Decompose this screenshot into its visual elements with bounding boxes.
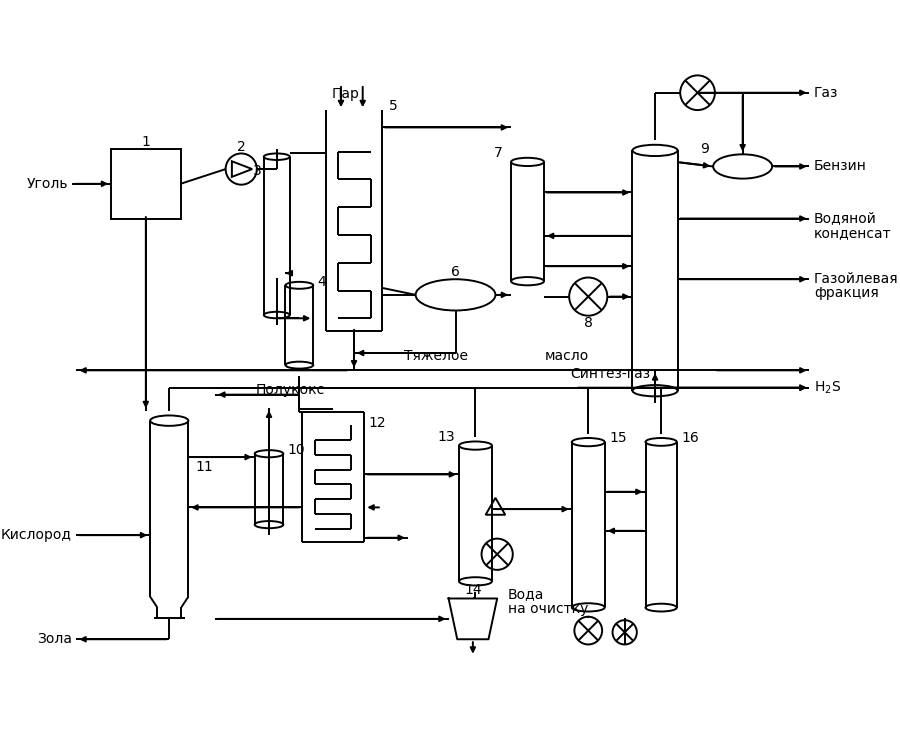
- Text: Газойлевая: Газойлевая: [814, 272, 898, 286]
- Text: Газ: Газ: [814, 86, 838, 100]
- Text: фракция: фракция: [814, 286, 878, 300]
- Text: 12: 12: [369, 416, 386, 431]
- Text: 6: 6: [451, 265, 460, 279]
- Text: Зола: Зола: [37, 633, 72, 646]
- Text: Уголь: Уголь: [26, 177, 68, 191]
- Text: 4: 4: [318, 275, 327, 289]
- Text: масло: масло: [544, 349, 589, 364]
- Bar: [111, 149, 181, 218]
- Text: 14: 14: [464, 583, 482, 597]
- Text: Пар: Пар: [331, 87, 359, 101]
- Text: конденсат: конденсат: [814, 226, 891, 241]
- Text: Полукокс: Полукокс: [256, 383, 325, 397]
- Text: Синтез-газ: Синтез-газ: [570, 367, 650, 381]
- Text: на очистку: на очистку: [508, 602, 588, 616]
- Text: 5: 5: [389, 99, 398, 112]
- Text: Вода: Вода: [508, 587, 544, 601]
- Text: Водяной: Водяной: [814, 212, 877, 226]
- Text: 7: 7: [493, 147, 502, 160]
- Text: 15: 15: [609, 431, 626, 445]
- Text: H$_2$S: H$_2$S: [814, 379, 841, 396]
- Text: 9: 9: [700, 142, 709, 156]
- Text: Бензин: Бензин: [814, 159, 867, 174]
- Text: 2: 2: [237, 140, 246, 154]
- Text: 8: 8: [584, 316, 593, 329]
- Text: 10: 10: [288, 443, 305, 457]
- Text: Кислород: Кислород: [1, 528, 72, 542]
- Text: 3: 3: [254, 164, 262, 178]
- Text: 11: 11: [195, 460, 213, 475]
- Text: Тяжелое: Тяжелое: [404, 349, 468, 364]
- Text: 13: 13: [437, 430, 454, 444]
- Text: 1: 1: [141, 135, 150, 149]
- Text: 16: 16: [681, 431, 698, 445]
